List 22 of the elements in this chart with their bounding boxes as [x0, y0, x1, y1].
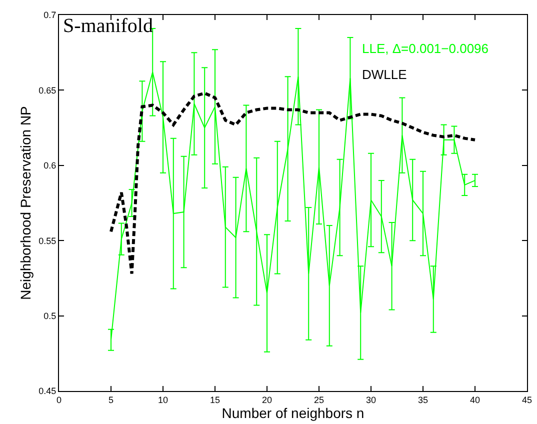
y-tick-label: 0.5	[44, 310, 56, 321]
y-axis-title: Neighborhood Preservation NP	[17, 106, 34, 300]
x-tick-label: 15	[210, 394, 220, 405]
y-tick-label: 0.6	[44, 160, 56, 171]
x-tick-label: 20	[262, 394, 272, 405]
line-series	[110, 92, 476, 276]
x-tick-label: 25	[314, 394, 324, 405]
y-tick-label: 0.45	[38, 386, 56, 396]
x-tick-label: 0	[56, 394, 62, 405]
y-tick-label: 0.7	[44, 10, 56, 20]
x-tick-label: 5	[108, 394, 114, 405]
x-tick-label: 40	[470, 394, 480, 405]
x-axis-title: Number of neighbors n	[222, 404, 364, 421]
x-tick-label: 45	[522, 394, 532, 405]
y-tick-label: 0.65	[38, 85, 56, 96]
series-label: LLE, Δ=0.001−0.0096	[362, 41, 489, 56]
text: DWLLE	[362, 67, 408, 82]
x-tick-label: 10	[158, 394, 168, 405]
x-tick-label: 30	[366, 394, 376, 405]
chart-title: S-manifold	[63, 15, 153, 37]
y-tick-label: 0.55	[38, 236, 56, 246]
x-tick-label: 35	[418, 394, 428, 405]
